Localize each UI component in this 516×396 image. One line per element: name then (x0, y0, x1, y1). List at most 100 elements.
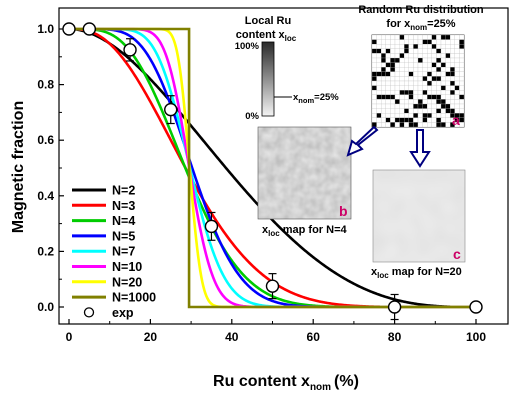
panel-c-inset: c xloc map for N=20 (371, 169, 466, 280)
panel-a-cell (376, 108, 382, 114)
panel-a-cell (445, 76, 451, 82)
panel-a-cell (408, 67, 414, 72)
panel-a-cell (371, 85, 377, 91)
panel-a-cell (408, 71, 414, 77)
panel-a-cell (376, 53, 382, 59)
panel-a-cell (440, 90, 446, 95)
panel-a-cell (413, 53, 419, 59)
panel-a-cell (381, 108, 386, 114)
panel-a-cell (399, 76, 405, 82)
panel-a-cell (394, 67, 400, 72)
panel-a-cell (427, 62, 432, 68)
panel-a-cell (399, 67, 405, 72)
panel-a-cell (450, 99, 455, 105)
panel-a-cell (381, 122, 386, 128)
panel-a-cell (422, 71, 428, 77)
panel-a-cell (427, 48, 432, 54)
panel-a-cell (394, 85, 400, 91)
panel-a-cell (404, 44, 409, 49)
panel-a-cell (422, 103, 428, 109)
panel-a-cell (436, 67, 442, 72)
panel-a-cell (436, 44, 442, 49)
panel-a-cell (445, 53, 451, 59)
panel-a-cell (427, 85, 432, 91)
panel-a-cell (394, 39, 400, 45)
panel-a-cell (436, 34, 442, 40)
panel-a-cell (440, 34, 446, 40)
panel-a-cell (390, 44, 396, 49)
panel-a-cell (394, 90, 400, 95)
panel-a-cell (390, 117, 396, 123)
panel-a-cell (413, 94, 419, 100)
panel-a-cell (417, 71, 423, 77)
panel-a-cell (431, 113, 437, 118)
panel-a-cell (440, 108, 446, 114)
panel-a-cell (454, 44, 460, 49)
panel-a-cell (376, 39, 382, 45)
y-axis-title: Magnetic fraction (10, 101, 27, 233)
panel-a-cell (436, 113, 442, 118)
panel-a-cell (413, 117, 419, 123)
panel-a-cell (445, 67, 451, 72)
panel-a-cell (440, 122, 446, 128)
panel-a-cell (454, 80, 460, 86)
panel-b-letter: b (339, 203, 348, 219)
panel-a-cell (436, 90, 442, 95)
panel-a-cell (422, 67, 428, 72)
panel-a-cell (371, 99, 377, 105)
panel-a-cell (394, 57, 400, 63)
panel-a-cell (385, 103, 391, 109)
panel-a-cell (427, 117, 432, 123)
panel-a-cell (417, 99, 423, 105)
panel-a-cell (440, 39, 446, 45)
panel-a-cell (431, 48, 437, 54)
panel-a-cell (408, 53, 414, 59)
panel-a-cell (413, 103, 419, 109)
panel-a-cell (427, 113, 432, 118)
panel-a-cell (376, 48, 382, 54)
panel-a-cell (459, 48, 465, 54)
panel-c-caption: xloc map for N=20 (371, 266, 462, 280)
panel-a-cell (431, 39, 437, 45)
panel-a-cell (385, 85, 391, 91)
panel-a-cell (385, 113, 391, 118)
panel-a-cell (459, 62, 465, 68)
panel-a-cell (431, 53, 437, 59)
panel-a-cell (436, 117, 442, 123)
x-axis-title: Ru content xnom (%) (213, 373, 359, 393)
y-tick-label: 1.0 (37, 22, 54, 36)
panel-a-cell (417, 62, 423, 68)
panel-a-cell (459, 53, 465, 59)
panel-a-cell (427, 57, 432, 63)
panel-a-cell (399, 71, 405, 77)
panel-a-cell (381, 57, 386, 63)
panel-a-cell (385, 57, 391, 63)
legend-label: N=5 (112, 229, 135, 243)
panel-a-cell (440, 53, 446, 59)
panel-a-cell (459, 80, 465, 86)
panel-a-cell (413, 80, 419, 86)
panel-a-cell (399, 122, 405, 128)
colorbar-min-label: 0% (245, 111, 259, 122)
panel-a-cell (427, 99, 432, 105)
panel-a-cell (408, 34, 414, 40)
panel-a-cell (422, 99, 428, 105)
panel-a-cell (436, 48, 442, 54)
panel-a-cell (431, 108, 437, 114)
panel-a-cell (454, 53, 460, 59)
panel-a-cell (427, 71, 432, 77)
panel-a-cell (436, 122, 442, 128)
panel-a-cell (436, 39, 442, 45)
panel-a-cell (417, 90, 423, 95)
panel-a-cell (381, 39, 386, 45)
panel-a-cell (413, 39, 419, 45)
panel-a-cell (445, 44, 451, 49)
exp-points (62, 22, 483, 321)
exp-point (82, 22, 97, 36)
panel-c-letter: c (453, 246, 461, 262)
panel-b-inset: b xloc map for N=4 (257, 126, 352, 238)
panel-a-cell (408, 90, 414, 95)
panel-b-frame (257, 126, 352, 220)
panel-a-cell (427, 34, 432, 40)
